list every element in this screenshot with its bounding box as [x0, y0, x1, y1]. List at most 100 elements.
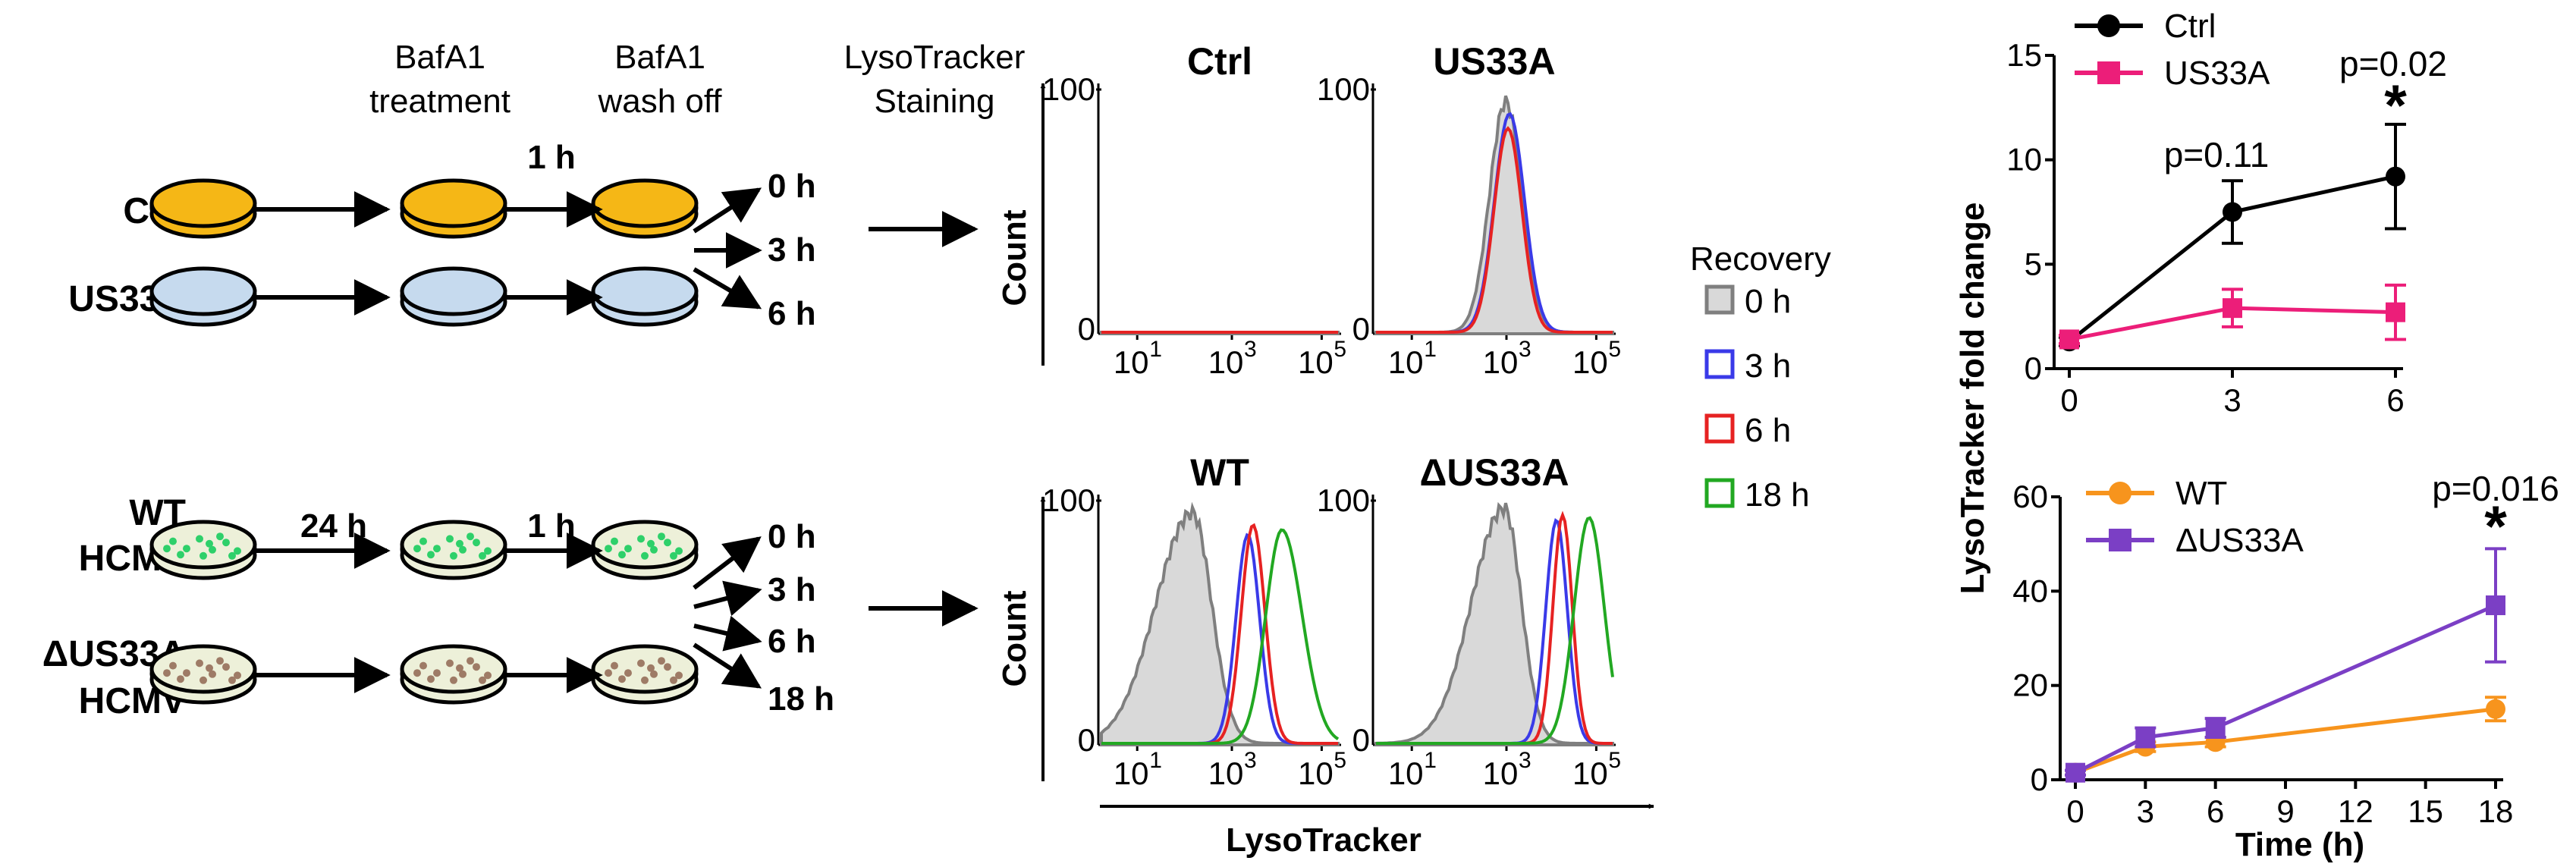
data-point — [2135, 727, 2156, 748]
flow-ytick-0: 0 — [1352, 722, 1370, 758]
series-line-0 — [2075, 707, 2496, 775]
flow-ytick-100: 100 — [1317, 482, 1370, 518]
time-label-3h-top: 3 h — [768, 231, 816, 269]
chart-xtick: 0 — [2066, 793, 2084, 829]
chart-ytick: 5 — [2025, 246, 2042, 281]
flow-xtick-exp: 5 — [1334, 337, 1346, 362]
chart-ytick: 0 — [2031, 762, 2048, 797]
dish-wt-stage1 — [149, 520, 257, 580]
p-value: p=0.11 — [2164, 135, 2270, 174]
flow-xtick-exp: 5 — [1334, 748, 1346, 773]
chart-xtick: 9 — [2276, 793, 2294, 829]
time-label-0h-top: 0 h — [768, 168, 816, 205]
legend-item-3: 18 h — [1704, 476, 1810, 514]
recovery-legend: 0 h 3 h 6 h 18 h — [1704, 283, 1810, 514]
header-lysotracker-line1: LysoTracker — [844, 39, 1026, 76]
significance-star: * — [2384, 74, 2407, 138]
chart-ytick: 40 — [2012, 573, 2048, 608]
time-label-0h-bottom: 0 h — [768, 518, 816, 555]
chart-xtick: 15 — [2408, 793, 2443, 829]
legend-label: 18 h — [1745, 476, 1810, 514]
flow-panel-title: ΔUS33A — [1419, 451, 1569, 494]
flow-ytick-0: 0 — [1078, 722, 1095, 758]
dish-wt-stage3 — [591, 520, 699, 580]
flow-xlabel: LysoTracker — [1226, 821, 1422, 859]
flow-xtick: 10 — [1208, 755, 1244, 791]
chart-xtick: 12 — [2338, 793, 2373, 829]
dish-ctrl-stage2 — [400, 178, 507, 239]
flow-xtick-exp: 3 — [1244, 748, 1257, 773]
dish-dus33a-stage1 — [149, 644, 257, 705]
chart-xtick: 6 — [2386, 382, 2404, 418]
legend-item-1: 3 h — [1704, 347, 1791, 385]
header-bafa1-wash-line2: wash off — [597, 83, 722, 120]
chart-ytick: 15 — [2006, 37, 2042, 73]
header-bafa1-wash-line1: BafA1 — [614, 39, 705, 76]
time-label-6h-top: 6 h — [768, 295, 816, 332]
time-label-6h-bottom: 6 h — [768, 623, 816, 660]
flow-xtick: 10 — [1114, 755, 1149, 791]
flow-xtick: 10 — [1388, 755, 1424, 791]
flow-xtick-exp: 1 — [1149, 748, 1162, 773]
flow-xtick-exp: 5 — [1608, 748, 1621, 773]
chart-xtick: 6 — [2207, 793, 2224, 829]
dish-us33a-stage2 — [400, 266, 507, 327]
data-point — [2486, 699, 2505, 719]
chart-ytick: 60 — [2012, 479, 2048, 514]
flow-xtick: 10 — [1483, 755, 1519, 791]
bottom-dishes — [149, 520, 699, 705]
data-point — [2205, 718, 2226, 738]
data-point — [2386, 302, 2405, 322]
chart-legend-label: Ctrl — [2164, 8, 2216, 45]
flow-ylabel-top: Count — [996, 209, 1033, 306]
p-value: p=0.016 — [2432, 469, 2559, 508]
bottom-arrows — [254, 532, 979, 693]
time-label-18h-bottom: 18 h — [768, 680, 834, 718]
chart-xtick: 3 — [2223, 382, 2241, 418]
chart-xtick: 3 — [2137, 793, 2154, 829]
flow-xtick: 10 — [1208, 344, 1244, 380]
step-label-1h-bottom: 1 h — [527, 507, 576, 545]
time-label-3h-bottom: 3 h — [768, 571, 816, 608]
chart-ytick: 10 — [2006, 142, 2042, 177]
hist-6h — [1376, 126, 1613, 334]
flow-xtick: 10 — [1572, 344, 1608, 380]
chart-legend-label: US33A — [2164, 55, 2270, 92]
legend-label: 0 h — [1745, 283, 1791, 320]
chart-top: 0 5 10 15 0 3 6 Ctrl US33A p=0.11 p=0.02* — [2006, 8, 2447, 418]
data-point — [2059, 329, 2079, 350]
chart-bottom: 0 20 40 60 0 3 6 9 12 15 18 WT ΔUS33A p=0.016* — [2012, 469, 2559, 829]
step-label-1h-top: 1 h — [527, 139, 576, 176]
flow-ytick-100: 100 — [1042, 71, 1095, 107]
dish-dus33a-stage2 — [400, 644, 507, 705]
series-line-1 — [2074, 603, 2497, 774]
chart-ylabel: LysoTracker fold change — [1954, 203, 1991, 595]
chart-xtick: 18 — [2478, 793, 2514, 829]
hist-0h — [1374, 501, 1614, 746]
dish-dus33a-stage3 — [591, 644, 699, 705]
data-point — [2066, 762, 2085, 783]
dish-us33a-stage1 — [149, 266, 257, 327]
dish-us33a-stage3 — [591, 266, 699, 327]
step-label-24h: 24 h — [300, 507, 367, 545]
hist-18h — [1376, 516, 1614, 745]
legend-label: 6 h — [1745, 412, 1791, 449]
flow-xtick-exp: 3 — [1519, 337, 1531, 362]
legend-item-0: 0 h — [1704, 283, 1791, 320]
chart-xtick: 0 — [2060, 382, 2078, 418]
chart-legend-label: WT — [2175, 475, 2227, 512]
data-point — [2223, 202, 2242, 222]
dish-wt-stage2 — [400, 520, 507, 580]
recovery-legend-title: Recovery — [1690, 240, 1831, 278]
chart-xlabel: Time (h) — [2235, 826, 2364, 863]
header-bafa1-treatment-line1: BafA1 — [394, 39, 485, 76]
legend-item-2: 6 h — [1704, 412, 1791, 449]
flow-xtick-exp: 5 — [1608, 337, 1621, 362]
flow-xtick: 10 — [1483, 344, 1519, 380]
flow-ytick-0: 0 — [1352, 311, 1370, 347]
flow-ytick-100: 100 — [1042, 482, 1095, 518]
